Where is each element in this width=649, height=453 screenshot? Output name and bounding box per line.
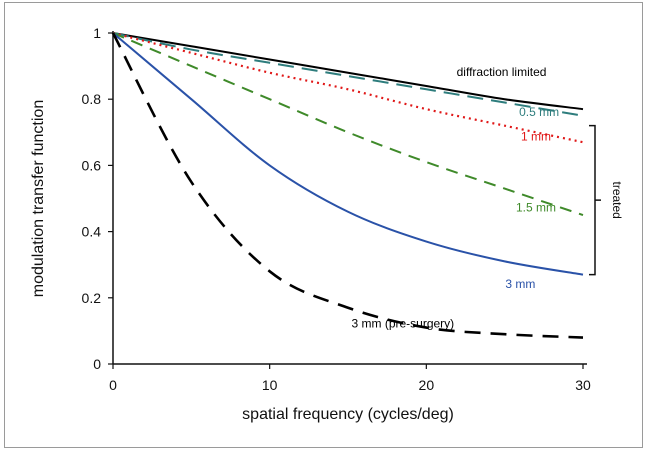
series-label-2: 1 mm: [521, 130, 551, 144]
y-tick-label: 0.4: [82, 224, 102, 240]
series-label-4: 3 mm: [505, 277, 535, 291]
series-label-3: 1.5 mm: [516, 201, 556, 215]
series-line-1: [112, 32, 584, 117]
y-tick-label: 0.8: [82, 91, 102, 107]
treated-label: treated: [610, 181, 624, 218]
series-label-5: 3 mm (pre-surgery): [351, 317, 454, 331]
series-line-5: [111, 32, 584, 339]
y-tick-label: 0: [93, 356, 101, 372]
y-tick-label: 0.6: [82, 157, 102, 173]
series-label-1: 0.5 mm: [519, 105, 559, 119]
chart-frame: [4, 2, 643, 448]
x-tick-label: 30: [575, 377, 591, 393]
x-tick-label: 0: [109, 377, 117, 393]
y-tick-label: 1: [93, 25, 101, 41]
treated-bracket: [589, 124, 601, 276]
series-line-4: [112, 32, 584, 276]
x-tick-label: 10: [262, 377, 278, 393]
x-tick-label: 20: [419, 377, 435, 393]
y-axis-title: modulation transfer function: [30, 100, 47, 297]
x-axis-title: spatial frequency (cycles/deg): [242, 406, 454, 423]
y-tick-label: 0.2: [82, 290, 102, 306]
series-line-3: [112, 32, 584, 216]
series-label-0: diffraction limited: [457, 65, 547, 79]
series-line-0: [112, 32, 584, 111]
series-line-2: [112, 31, 584, 144]
